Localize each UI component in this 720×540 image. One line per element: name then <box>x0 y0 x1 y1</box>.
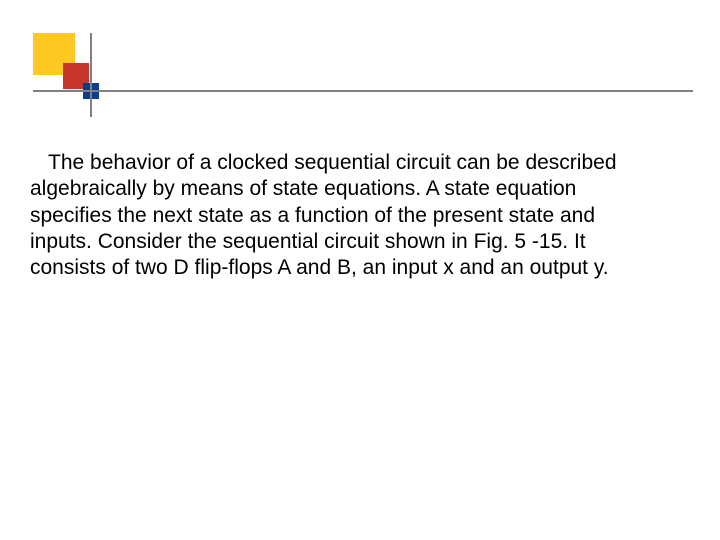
corner-decoration <box>33 33 113 113</box>
slide: The behavior of a clocked sequential cir… <box>0 0 720 540</box>
paragraph-text: The behavior of a clocked sequential cir… <box>30 151 617 279</box>
decoration-vertical-line <box>90 33 92 117</box>
body-paragraph: The behavior of a clocked sequential cir… <box>30 150 660 281</box>
decoration-horizontal-line <box>33 90 693 92</box>
